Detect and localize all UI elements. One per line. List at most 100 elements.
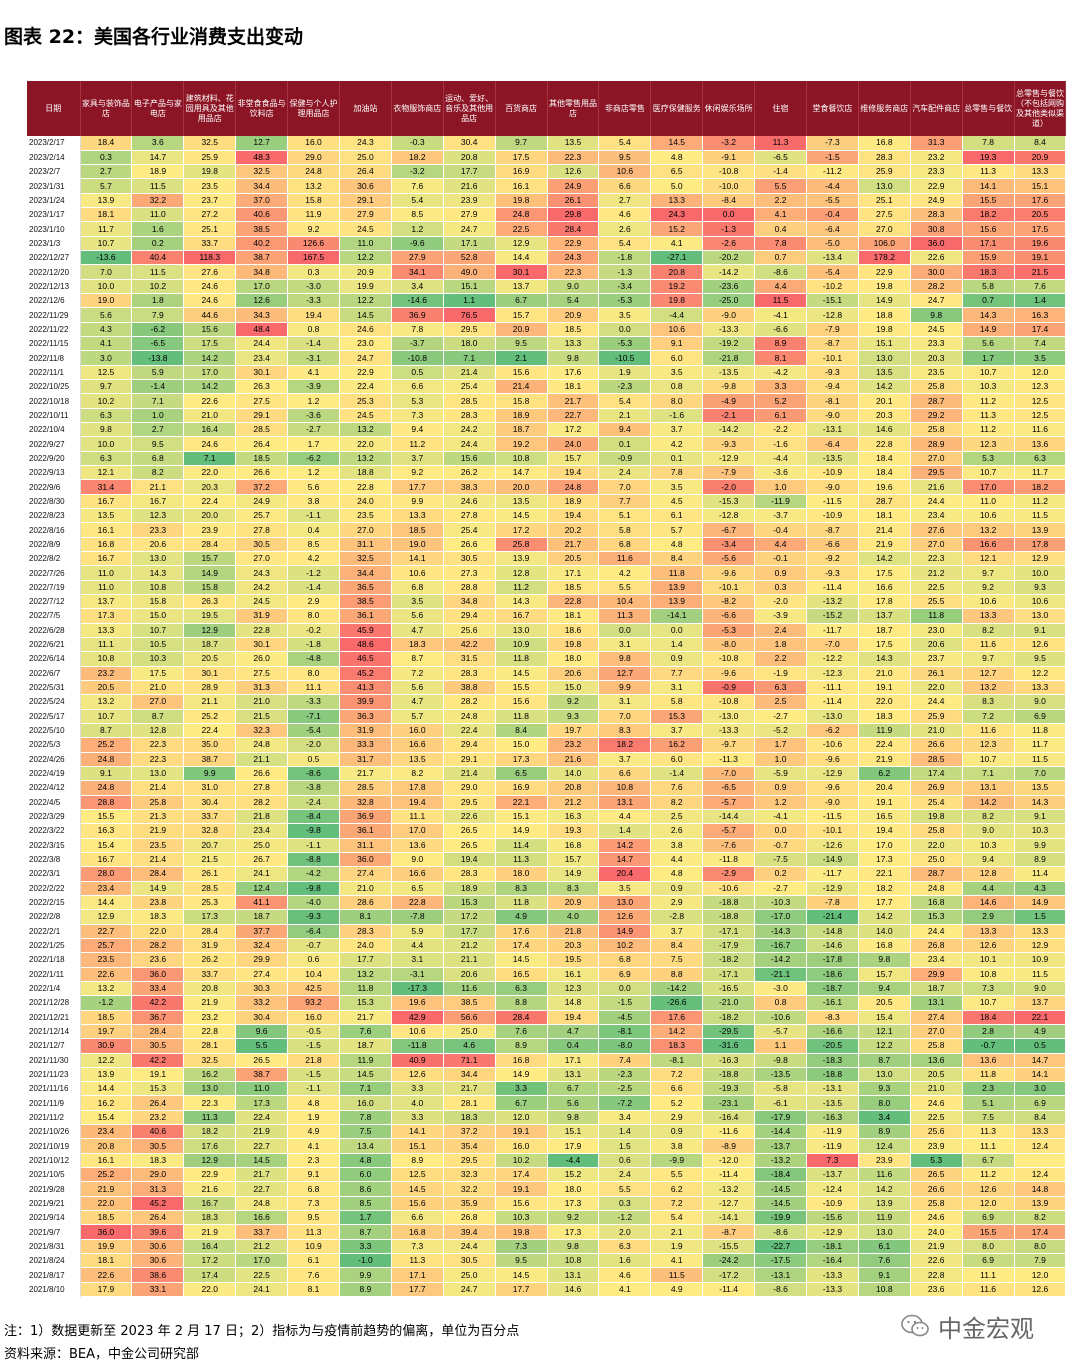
heatmap-cell: 24.7 xyxy=(443,221,496,237)
date-cell: 2022/2/22 xyxy=(27,881,81,896)
heatmap-cell: -11.4 xyxy=(702,1282,756,1297)
heatmap-cell: 5.6 xyxy=(391,680,444,695)
heatmap-cell: 10.8 xyxy=(858,1282,911,1297)
heatmap-cell: 5.0 xyxy=(650,178,704,194)
heatmap-cell: 27.2 xyxy=(183,207,237,222)
date-cell: 2022/9/6 xyxy=(27,479,81,495)
heatmap-cell: 12.6 xyxy=(391,1067,444,1082)
table-row: 2021/9/7 36.0 39.6 21.9 33.7 11.3 8.7 16.8 39.4 1… xyxy=(27,1224,1067,1240)
heatmap-cell: 118.3 xyxy=(183,250,237,265)
heatmap-cell: 9.5 xyxy=(495,1253,548,1268)
heatmap-cell: 11.9 xyxy=(858,1210,911,1225)
heatmap-cell: 28.4 xyxy=(183,537,237,552)
heatmap-cell: -2.0 xyxy=(287,737,340,753)
heatmap-cell: -2.0 xyxy=(754,594,807,609)
heatmap-cell: 14.2 xyxy=(858,551,911,566)
heatmap-cell: -2.8 xyxy=(650,909,704,925)
date-cell: 2022/9/27 xyxy=(27,436,81,452)
heatmap-cell: -11.7 xyxy=(806,623,859,638)
heatmap-cell: 25.2 xyxy=(80,737,133,753)
heatmap-cell: -3.3 xyxy=(287,694,340,710)
heatmap-cell: 11.2 xyxy=(962,422,1015,437)
heatmap-cell: 6.8 xyxy=(131,451,185,466)
heatmap-cell: 34.4 xyxy=(443,1067,496,1082)
date-cell: 2022/5/17 xyxy=(27,709,81,724)
heatmap-cell: 14.9 xyxy=(495,823,548,839)
heatmap-cell: 42.2 xyxy=(131,1053,185,1068)
heatmap-cell: 12.6 xyxy=(962,938,1015,953)
heatmap-cell: 28.2 xyxy=(235,795,289,810)
heatmap-cell: 22.4 xyxy=(339,379,392,394)
heatmap-cell: 14.2 xyxy=(858,379,911,394)
heatmap-cell: 21.5 xyxy=(183,852,237,867)
heatmap-cell: 12.3 xyxy=(962,737,1015,753)
heatmap-cell: 17.3 xyxy=(547,1196,600,1211)
heatmap-cell: 13.9 xyxy=(650,594,704,609)
heatmap-cell: 20.9 xyxy=(339,264,392,280)
heatmap-cell: 17.2 xyxy=(495,522,548,538)
heatmap-cell: 10.7 xyxy=(80,236,133,251)
heatmap-cell: 11.0 xyxy=(962,494,1015,509)
heatmap-cell: 8.7 xyxy=(131,709,185,724)
heatmap-cell: 14.5 xyxy=(495,508,548,523)
heatmap-cell: -8.7 xyxy=(806,336,859,351)
heatmap-cell: 15.0 xyxy=(495,737,548,753)
heatmap-cell: 17.1 xyxy=(962,236,1015,251)
heatmap-cell: -11.4 xyxy=(806,580,859,595)
heatmap-cell: 13.5 xyxy=(80,508,133,523)
heatmap-cell: 24.5 xyxy=(339,221,392,237)
heatmap-cell: 34.3 xyxy=(235,307,289,323)
heatmap-cell: -2.5 xyxy=(598,1081,652,1096)
heatmap-cell: 39.4 xyxy=(443,1224,496,1240)
heatmap-cell: 5.3 xyxy=(962,451,1015,466)
heatmap-cell: 29.9 xyxy=(910,967,963,982)
heatmap-cell: 11.8 xyxy=(339,981,392,996)
table-row: 2022/7/19 11.0 10.8 15.8 24.2 -1.4 36.5 6.8 28.8… xyxy=(27,580,1067,595)
heatmap-cell: 24.6 xyxy=(183,279,237,294)
table-row: 2022/5/17 10.7 8.7 25.2 21.5 -7.1 36.3 5.7 24.8 1… xyxy=(27,709,1067,724)
heatmap-cell: 23.4 xyxy=(80,881,133,896)
heatmap-cell: 3.5 xyxy=(650,365,704,380)
table-row: 2022/4/19 9.1 13.0 9.9 26.6 -8.6 21.7 8.2 21.4 6.… xyxy=(27,766,1067,781)
heatmap-cell: 22.8 xyxy=(858,436,911,452)
heatmap-cell: 0.0 xyxy=(598,623,652,638)
heatmap-cell: 25.0 xyxy=(910,852,963,867)
heatmap-cell: 25.1 xyxy=(858,193,911,208)
heatmap-cell: 36.1 xyxy=(339,608,392,624)
heatmap-cell: 10.8 xyxy=(495,451,548,466)
heatmap-cell: -10.8 xyxy=(391,350,444,366)
heatmap-cell: 23.0 xyxy=(910,623,963,638)
heatmap-cell: 11.7 xyxy=(1014,737,1067,753)
heatmap-cell: 38.7 xyxy=(235,1067,289,1082)
heatmap-cell: -13.3 xyxy=(702,723,756,738)
heatmap-cell: 11.1 xyxy=(80,637,133,652)
heatmap-cell: 10.5 xyxy=(131,637,185,652)
heatmap-cell: 17.4 xyxy=(495,1167,548,1182)
heatmap-cell: 1.8 xyxy=(754,637,807,652)
heatmap-cell: 27.9 xyxy=(391,250,444,265)
heatmap-cell: 13.9 xyxy=(80,1067,133,1082)
heatmap-cell: -13.0 xyxy=(702,709,756,724)
heatmap-cell: -13.1 xyxy=(806,422,859,437)
footnote: 注：1）数据更新至 2023 年 2 月 17 日；2）指标为与疫情前趋势的偏离… xyxy=(4,1324,520,1339)
heatmap-cell: 9.6 xyxy=(235,1024,289,1039)
heatmap-cell: 18.9 xyxy=(495,408,548,423)
heatmap-cell: -2.0 xyxy=(702,479,756,495)
heatmap-cell: 30.4 xyxy=(183,795,237,810)
heatmap-cell: 28.4 xyxy=(547,221,600,237)
heatmap-cell: 18.1 xyxy=(547,379,600,394)
heatmap-cell: 48.4 xyxy=(235,322,289,337)
heatmap-cell: 18.0 xyxy=(547,1181,600,1197)
heatmap-cell: -4.0 xyxy=(287,895,340,910)
heatmap-cell: -9.6 xyxy=(391,236,444,251)
heatmap-cell: -6.4 xyxy=(287,924,340,939)
heatmap-cell: 13.0 xyxy=(131,766,185,781)
heatmap-cell: 8.4 xyxy=(1014,136,1067,151)
table-row: 2022/5/24 13.2 27.0 21.1 21.0 -3.3 39.9 4.7 28.2… xyxy=(27,694,1067,710)
heatmap-cell: 17.3 xyxy=(858,852,911,867)
heatmap-cell: 24.2 xyxy=(443,422,496,437)
heatmap-cell: 0.4 xyxy=(754,221,807,237)
heatmap-cell: 23.5 xyxy=(80,952,133,968)
date-cell: 2021/11/30 xyxy=(27,1053,81,1068)
table-row: 2022/6/28 13.3 10.7 12.9 22.8 -0.2 45.9 4.7 25.6… xyxy=(27,623,1067,638)
